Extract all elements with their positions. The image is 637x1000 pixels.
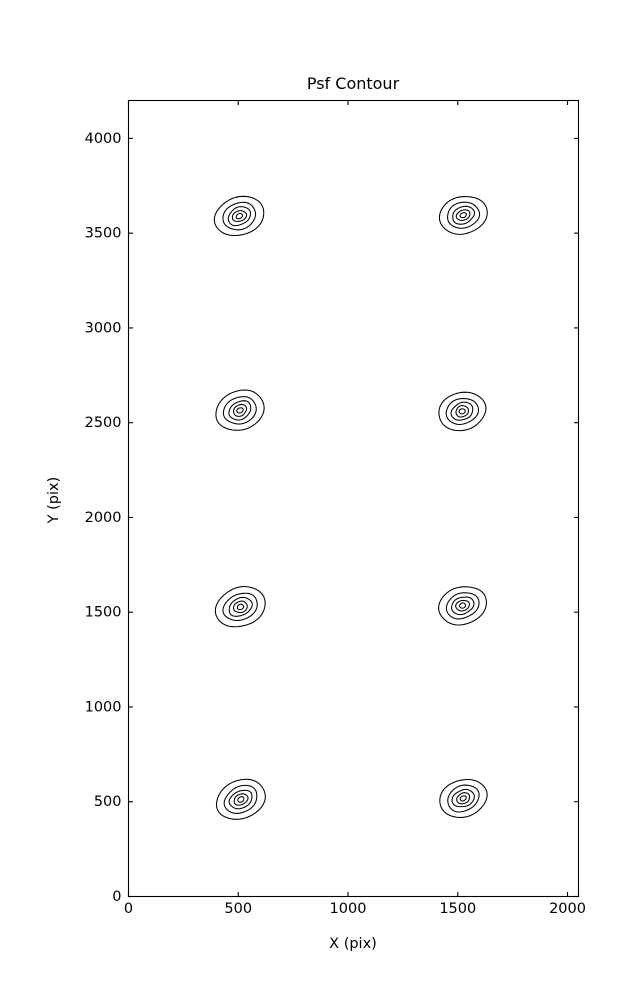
contour-source — [438, 586, 488, 626]
contour-level — [458, 408, 466, 415]
contour-level — [455, 599, 470, 612]
contour-level — [459, 795, 467, 802]
contour-source — [438, 391, 487, 432]
contour-source — [214, 586, 266, 628]
x-tick-labels: 0 500 1000 1500 2000 — [124, 901, 586, 917]
y-tick-label: 2000 — [85, 510, 122, 526]
contour-level — [233, 600, 248, 614]
contour-level — [231, 210, 248, 222]
contour-level — [222, 396, 257, 425]
y-tick-label: 3500 — [85, 226, 122, 242]
contour-source — [215, 389, 265, 431]
contour-level — [222, 592, 258, 622]
chart-title-group: Psf Contour — [307, 74, 400, 93]
contour-level — [228, 789, 253, 810]
contour-level — [452, 205, 476, 225]
contour-level — [447, 201, 481, 229]
contour-level — [236, 603, 245, 611]
contour-level — [214, 586, 266, 628]
axes-frame — [127, 99, 580, 898]
contour-level — [223, 784, 258, 814]
contour-level — [451, 788, 475, 808]
x-tick-label: 1500 — [439, 901, 476, 917]
y-tick-label: 0 — [112, 889, 121, 905]
tick-marks — [127, 100, 579, 898]
x-axis-title: X (pix) — [329, 936, 377, 952]
contour-level — [445, 398, 480, 425]
contour-level — [235, 212, 244, 220]
contour-level — [455, 405, 469, 418]
contour-level — [459, 212, 467, 219]
chart-title: Psf Contour — [307, 74, 400, 93]
y-tick-label: 3000 — [85, 320, 122, 336]
contour-level — [227, 206, 252, 227]
contour-level — [233, 403, 248, 417]
y-tick-label: 4000 — [85, 131, 122, 147]
x-tick-label: 1000 — [330, 901, 367, 917]
contour-level — [233, 793, 249, 806]
contour-source — [215, 778, 266, 820]
contour-source — [438, 196, 488, 235]
contour-level — [215, 389, 265, 431]
contour-level — [215, 778, 266, 820]
contour-level — [237, 796, 245, 803]
y-axis-title: Y (pix) — [46, 477, 62, 525]
contour-level — [438, 586, 488, 626]
contour-level — [455, 209, 471, 221]
plot-border — [127, 99, 580, 898]
x-tick-label: 2000 — [549, 901, 586, 917]
y-tick-labels: 0 500 1000 1500 2000 2500 3000 3500 4000 — [85, 131, 122, 905]
contour-level — [228, 596, 253, 617]
contour-source — [439, 778, 488, 818]
y-tick-label: 1000 — [85, 699, 122, 715]
contour-level — [459, 602, 467, 609]
contour-level — [438, 196, 488, 235]
x-tick-label: 500 — [224, 901, 252, 917]
contour-level — [213, 195, 265, 237]
contour-source — [213, 195, 265, 237]
contour-level — [450, 401, 474, 421]
contour-series — [213, 195, 488, 820]
y-tick-label: 1500 — [85, 605, 122, 621]
y-tick-label: 2500 — [85, 415, 122, 431]
contour-level — [445, 592, 480, 620]
contour-level — [439, 778, 488, 818]
contour-level — [451, 596, 475, 616]
contour-level — [438, 391, 487, 432]
contour-level — [236, 407, 244, 414]
x-tick-label: 0 — [124, 901, 133, 917]
contour-level — [222, 201, 257, 231]
y-tick-label: 500 — [94, 794, 122, 810]
contour-level — [456, 792, 471, 805]
contour-level — [447, 784, 480, 813]
contour-level — [228, 400, 252, 421]
